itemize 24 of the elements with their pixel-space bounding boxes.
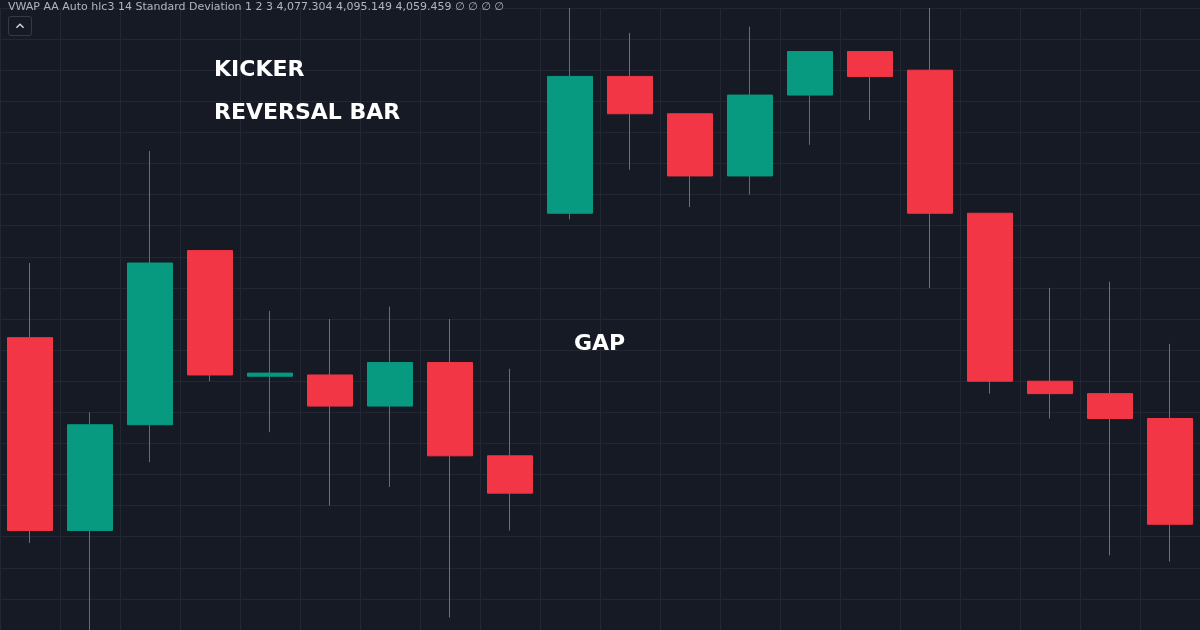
candlestick: [427, 318, 473, 619]
candlestick: [1027, 287, 1073, 420]
annotation: KICKER: [214, 56, 305, 81]
candlestick: [607, 32, 653, 171]
candlestick: [847, 51, 893, 121]
candlestick: [487, 368, 533, 531]
candlestick: [1087, 281, 1133, 556]
candlestick: [907, 7, 953, 289]
candlestick: [127, 150, 173, 463]
candlestick: [967, 212, 1013, 395]
annotation: VWAP AA Auto hlc3 14 Standard Deviation 1 2 3 4,077.304 4,095.149 4,059.459 ∅ ∅ ∅ ∅: [8, 0, 504, 13]
candlestick: [727, 26, 773, 196]
candlestick: [367, 306, 413, 488]
candlestick: [7, 262, 53, 544]
candlestick: [1147, 343, 1193, 563]
annotation: REVERSAL BAR: [214, 99, 401, 124]
candlestick: [247, 310, 293, 433]
candlestick: [787, 51, 833, 146]
candlestick: [187, 250, 233, 382]
candlestick: [307, 318, 353, 507]
candlestick: [667, 113, 713, 208]
annotation: GAP: [574, 330, 626, 355]
candlestick: [547, 7, 593, 220]
candlestick: [67, 411, 113, 630]
